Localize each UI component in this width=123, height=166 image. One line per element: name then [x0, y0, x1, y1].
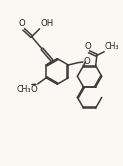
Text: O: O	[84, 42, 91, 51]
Text: O: O	[30, 85, 37, 94]
Text: O: O	[19, 19, 25, 28]
Text: CH₃: CH₃	[105, 42, 119, 51]
Text: O: O	[84, 57, 90, 66]
Text: OH: OH	[40, 19, 54, 28]
Text: CH₃: CH₃	[16, 85, 31, 94]
